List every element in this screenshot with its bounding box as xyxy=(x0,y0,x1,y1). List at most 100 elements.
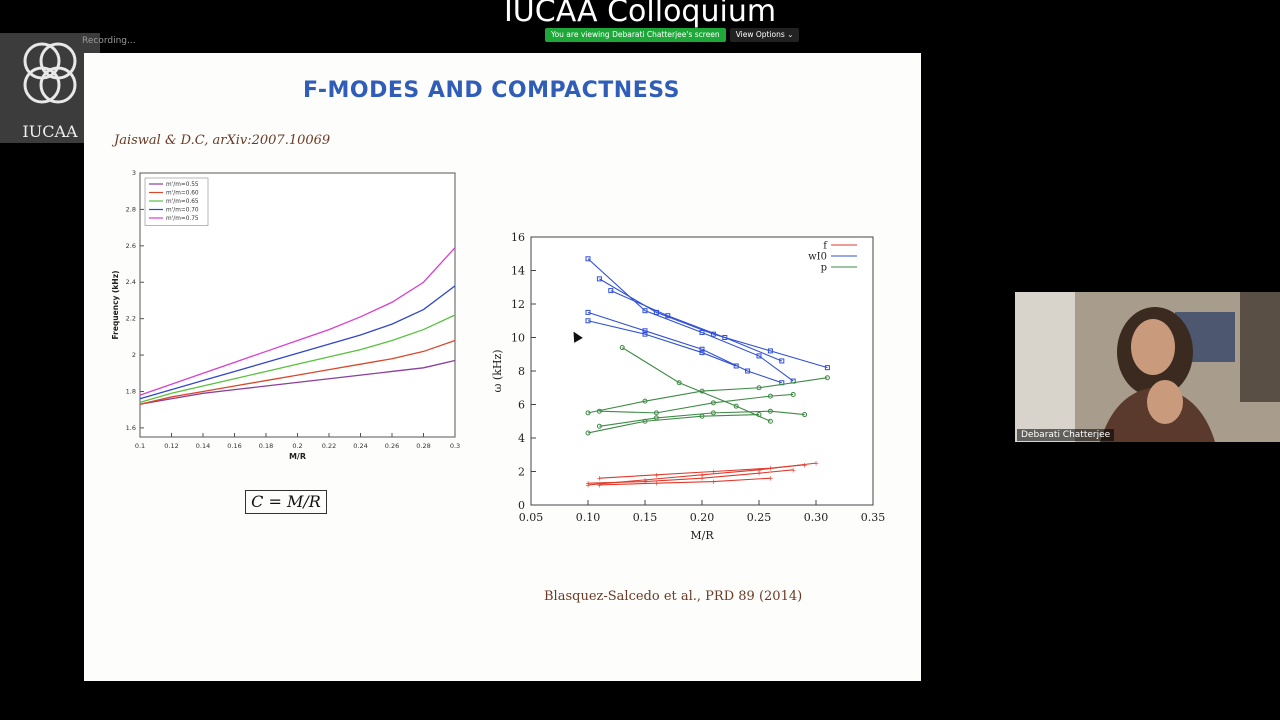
data-point: + xyxy=(710,468,716,476)
data-point xyxy=(585,430,591,436)
data-point: + xyxy=(653,471,659,479)
y-tick-label: 2 xyxy=(132,351,136,359)
shared-slide: F-MODES AND COMPACTNESS Jaiswal & D.C, a… xyxy=(84,53,921,681)
x-tick-label: 0.15 xyxy=(633,511,658,524)
y-tick-label: 3 xyxy=(132,169,136,177)
x-tick-label: 0.24 xyxy=(353,442,367,450)
data-point: + xyxy=(585,480,591,488)
series-line xyxy=(587,258,794,382)
data-point xyxy=(779,358,785,364)
data-point xyxy=(790,391,796,397)
series-line xyxy=(621,347,771,422)
data-point: + xyxy=(767,465,773,473)
data-point xyxy=(824,365,830,371)
data-point xyxy=(642,331,648,337)
series-line xyxy=(610,290,783,362)
data-point xyxy=(653,410,659,416)
y-tick-label: 8 xyxy=(518,365,525,378)
data-point xyxy=(756,385,762,391)
y-tick-label: 2 xyxy=(518,466,525,479)
y-tick-label: 2.2 xyxy=(126,315,136,323)
series-line xyxy=(599,477,771,486)
frequency-vs-compactness-chart: 0.1 0.12 0.14 0.16 0.18 0.2 0.22 0.24 0.26 0.28 0.… xyxy=(111,169,460,461)
series-line xyxy=(139,285,456,400)
data-point xyxy=(665,313,671,319)
data-point xyxy=(733,403,739,409)
share-notice: You are viewing Debarati Chatterjee's sc… xyxy=(545,28,726,42)
data-point xyxy=(756,353,762,359)
x-tick-label: 0.2 xyxy=(292,442,302,450)
data-point: + xyxy=(756,466,762,474)
y-tick-label: 10 xyxy=(511,332,525,345)
y-axis-label: ω (kHz) xyxy=(491,349,504,392)
y-tick-label: 2.4 xyxy=(126,278,136,286)
y-tick-label: 1.8 xyxy=(126,387,136,395)
x-tick-label: 0.05 xyxy=(519,511,544,524)
speaker-video: Debarati Chatterjee xyxy=(1015,292,1280,442)
data-point: + xyxy=(790,466,796,474)
omega-vs-compactness-chart: 0.05 0.10 0.15 0.20 0.25 0.30 0.35 0 2 4 6 8 10 12 14 1… xyxy=(491,231,885,542)
series-line xyxy=(139,359,456,405)
y-tick-label: 1.6 xyxy=(126,424,136,432)
legend-label: m'/m=0.55 xyxy=(166,182,199,188)
data-point: + xyxy=(813,460,819,468)
legend-label: m'/m=0.65 xyxy=(166,199,199,205)
data-point: + xyxy=(596,481,602,489)
legend-label: p xyxy=(821,263,827,274)
data-point: + xyxy=(585,481,591,489)
data-point xyxy=(596,276,602,282)
x-tick-label: 0.16 xyxy=(227,442,241,450)
x-tick-label: 0.12 xyxy=(164,442,178,450)
data-point: + xyxy=(642,478,648,486)
data-point xyxy=(596,408,602,414)
data-point xyxy=(642,418,648,424)
view-options-button[interactable]: View Options ⌄ xyxy=(729,28,800,42)
legend-label: m'/m=0.70 xyxy=(166,208,199,214)
x-tick-label: 0.20 xyxy=(690,511,715,524)
data-point xyxy=(619,345,625,351)
data-point xyxy=(642,308,648,314)
data-point xyxy=(642,398,648,404)
citation-left: Jaiswal & D.C, arXiv:2007.10069 xyxy=(114,133,331,148)
data-point: + xyxy=(756,470,762,478)
series-line xyxy=(599,410,805,427)
data-point: + xyxy=(699,475,705,483)
meeting-title: IUCAA Colloquium xyxy=(503,0,777,29)
citation-right: Blasquez-Salcedo et al., PRD 89 (2014) xyxy=(544,589,803,604)
y-tick-label: 0 xyxy=(518,499,525,512)
x-tick-label: 0.25 xyxy=(747,511,772,524)
y-tick-label: 12 xyxy=(511,298,525,311)
data-point: + xyxy=(767,475,773,483)
x-tick-label: 0.28 xyxy=(416,442,430,450)
y-tick-label: 14 xyxy=(511,265,525,278)
data-point xyxy=(642,328,648,334)
series-line xyxy=(587,377,828,414)
x-tick-label: 0.30 xyxy=(804,511,829,524)
x-axis-label: M/R xyxy=(289,452,306,461)
compactness-formula: C = M/R xyxy=(245,490,327,514)
data-point xyxy=(733,363,739,369)
data-point xyxy=(699,413,705,419)
data-point xyxy=(722,335,728,340)
data-point xyxy=(596,423,602,429)
x-tick-label: 0.14 xyxy=(196,442,210,450)
data-point xyxy=(585,410,591,416)
data-point xyxy=(585,309,591,315)
data-point xyxy=(767,393,773,399)
data-point xyxy=(608,288,614,294)
y-tick-label: 16 xyxy=(511,231,525,244)
series-line xyxy=(139,339,456,405)
series-line xyxy=(587,414,760,434)
x-tick-label: 0.18 xyxy=(259,442,273,450)
series-line xyxy=(139,247,456,396)
data-point xyxy=(585,318,591,324)
data-point xyxy=(710,400,716,406)
series-line xyxy=(599,393,794,414)
data-point xyxy=(802,412,808,418)
data-point xyxy=(710,410,716,416)
x-tick-label: 0.3 xyxy=(450,442,460,450)
data-point xyxy=(767,418,773,424)
slide-title: F-MODES AND COMPACTNESS xyxy=(303,78,680,103)
series-line xyxy=(587,469,794,484)
x-tick-label: 0.10 xyxy=(576,511,601,524)
